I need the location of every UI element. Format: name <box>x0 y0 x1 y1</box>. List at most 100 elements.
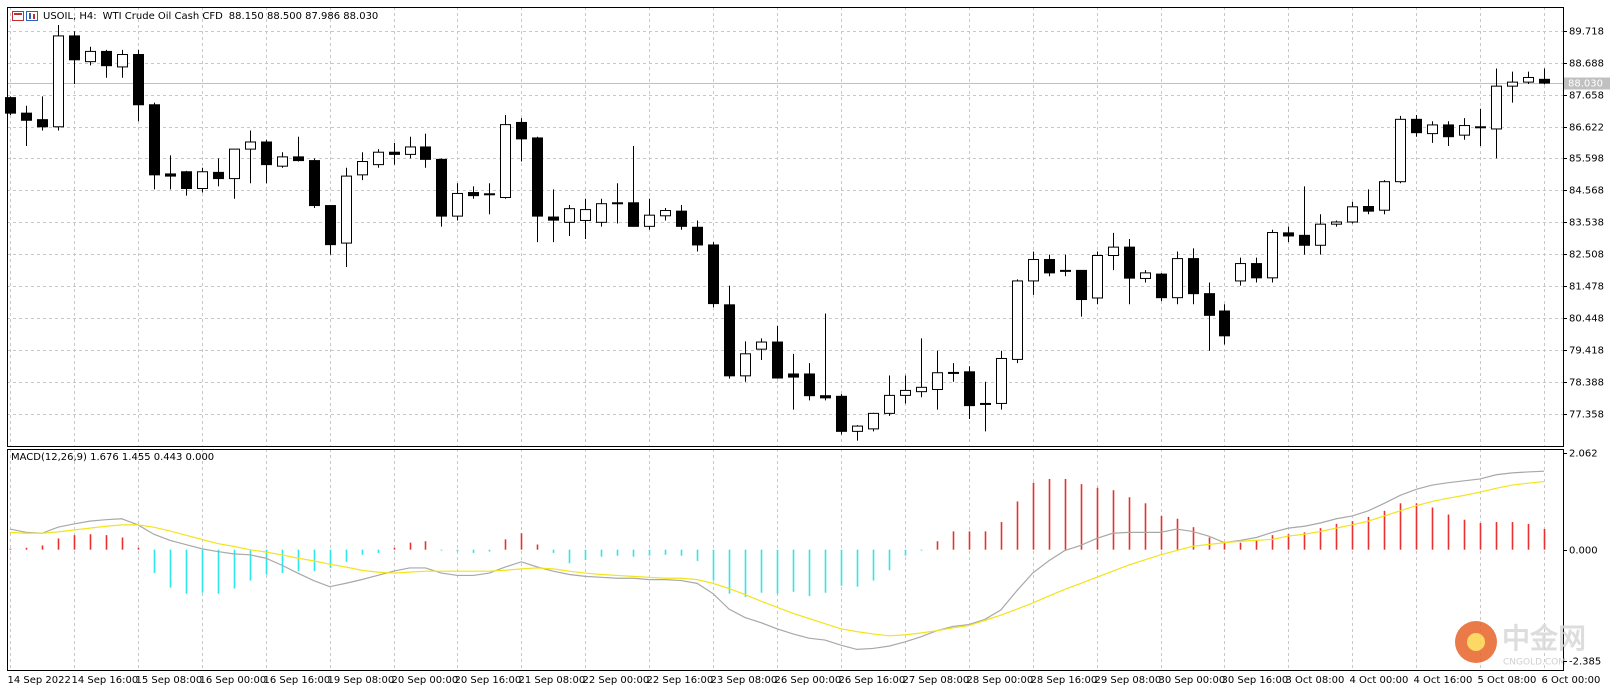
candle-body <box>261 141 272 166</box>
y-tick-label: 87.658 <box>1569 91 1604 102</box>
candle-body <box>1012 280 1023 360</box>
candle-body <box>69 35 80 61</box>
candle-body <box>357 161 368 176</box>
x-tick-label: 16 Sep 00:00 <box>200 675 267 686</box>
candle-body <box>708 244 719 305</box>
candle-body <box>452 192 463 217</box>
candle-body <box>85 50 96 63</box>
x-tick-label: 21 Sep 08:00 <box>519 675 586 686</box>
y-tick-label: 83.538 <box>1569 218 1604 229</box>
candle-body <box>1507 81 1518 87</box>
y-tick-label: 78.388 <box>1569 378 1604 389</box>
candle-body <box>644 214 655 227</box>
candle-body <box>500 124 511 199</box>
candle-body <box>852 425 863 432</box>
candle-body <box>612 202 623 205</box>
candle-body <box>389 151 400 155</box>
candle-body <box>1188 258 1199 295</box>
candle-body <box>117 54 128 68</box>
candle-body <box>692 226 703 246</box>
x-tick-label: 23 Sep 08:00 <box>711 675 778 686</box>
x-tick-label: 3 Oct 08:00 <box>1286 675 1345 686</box>
candle-body <box>213 171 224 180</box>
main-panel-border <box>7 7 1564 447</box>
y-tick-label: 77.358 <box>1569 410 1604 421</box>
y-tick-label: 79.418 <box>1569 346 1604 357</box>
candle-body <box>564 208 575 223</box>
x-tick-label: 6 Oct 00:00 <box>1542 675 1601 686</box>
y-tick-label: -2.385 <box>1569 657 1601 668</box>
candle-body <box>980 402 991 405</box>
candle-body <box>21 112 32 121</box>
macd-panel-border <box>7 449 1564 671</box>
candle-body <box>676 210 687 227</box>
candle-body <box>740 353 751 377</box>
candle-body <box>1028 259 1039 282</box>
candle-body <box>1347 206 1358 223</box>
candle-body <box>405 146 416 155</box>
macd-title: MACD(12,26,9) 1.676 1.455 0.443 0.000 <box>11 452 214 463</box>
candle-body <box>1395 118 1406 183</box>
candle-body <box>309 160 320 207</box>
candle-body <box>1140 272 1151 279</box>
candle-body <box>884 394 895 414</box>
candle-body <box>1427 124 1438 135</box>
candle-body <box>133 54 144 106</box>
candle-body <box>165 173 176 177</box>
candle-body <box>277 156 288 167</box>
candle-body <box>820 395 831 399</box>
candle-body <box>772 341 783 379</box>
candle-body <box>788 373 799 378</box>
candle-body <box>660 210 671 217</box>
y-tick-label: 86.622 <box>1569 123 1604 134</box>
x-tick-label: 20 Sep 16:00 <box>455 675 522 686</box>
candle-body <box>1539 78 1550 84</box>
candle-body <box>804 373 815 397</box>
ohlc: 88.150 88.500 87.986 88.030 <box>229 11 379 22</box>
candle-body <box>53 35 64 128</box>
candle-body <box>245 141 256 150</box>
candle-body <box>756 341 767 350</box>
candle-body <box>1283 232 1294 237</box>
y-tick-label: 2.062 <box>1569 449 1598 460</box>
candle-body <box>628 202 639 227</box>
y-tick-label: 84.568 <box>1569 186 1604 197</box>
y-tick-label: 88.688 <box>1569 59 1604 70</box>
watermark: 中金网 CNGOLD.COM <box>1455 621 1586 668</box>
candle-body <box>900 389 911 396</box>
candle-body <box>468 192 479 197</box>
candle-body <box>5 97 16 114</box>
x-tick-label: 16 Sep 16:00 <box>264 675 331 686</box>
x-tick-label: 27 Sep 08:00 <box>903 675 970 686</box>
candle-body <box>1060 269 1071 272</box>
x-tick-label: 22 Sep 00:00 <box>583 675 650 686</box>
icon-part <box>12 11 24 21</box>
last-price-box <box>1564 77 1610 90</box>
candle-body <box>1523 76 1534 83</box>
x-tick-label: 30 Sep 16:00 <box>1222 675 1289 686</box>
description: WTI Crude Oil Cash CFD <box>103 11 223 22</box>
candle-body <box>436 158 447 217</box>
candle-body <box>596 203 607 223</box>
y-tick-label: 0.000 <box>1569 546 1598 557</box>
candle-body <box>1491 85 1502 130</box>
candle-body <box>149 104 160 176</box>
candle-body <box>181 171 192 190</box>
candle-body <box>836 395 847 432</box>
candle-body <box>197 171 208 190</box>
candle-body <box>1379 181 1390 211</box>
indicator-line <box>9 480 1545 637</box>
icon-part <box>29 13 31 19</box>
x-tick-label: 14 Sep 16:00 <box>72 675 139 686</box>
y-tick-label: 89.718 <box>1569 27 1604 38</box>
x-tick-label: 29 Sep 08:00 <box>1095 675 1162 686</box>
candle-body <box>1076 269 1087 301</box>
y-tick-label: 82.508 <box>1569 250 1604 261</box>
x-tick-label: 28 Sep 16:00 <box>1031 675 1098 686</box>
x-tick-label: 15 Sep 08:00 <box>136 675 203 686</box>
x-tick-label: 28 Sep 00:00 <box>967 675 1034 686</box>
candle-body <box>1475 126 1486 129</box>
candle-body <box>516 121 527 140</box>
